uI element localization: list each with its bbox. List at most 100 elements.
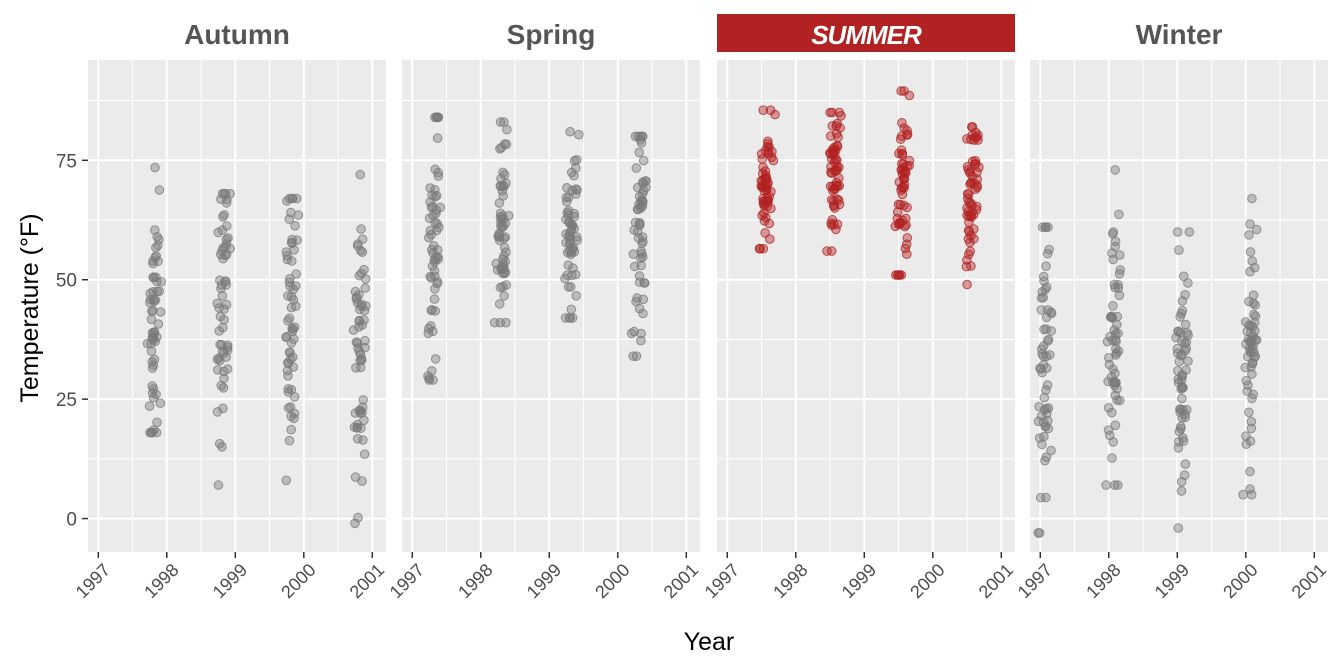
data-point	[1035, 492, 1046, 503]
data-point	[217, 291, 228, 301]
data-point	[221, 299, 232, 310]
data-point	[1179, 470, 1190, 481]
data-point	[289, 245, 299, 255]
data-point	[833, 132, 843, 143]
data-point	[360, 274, 371, 284]
data-point	[1245, 436, 1256, 446]
data-point	[153, 240, 163, 251]
data-point	[972, 182, 983, 193]
data-point	[499, 268, 510, 279]
data-point	[569, 170, 579, 181]
x-tick-label: 2001	[346, 560, 388, 602]
y-axis-title: Temperature (°F)	[16, 213, 44, 402]
data-point	[635, 253, 646, 264]
x-tick-label: 1999	[838, 560, 880, 602]
data-point	[144, 401, 155, 411]
data-point	[758, 105, 769, 115]
data-point	[1183, 330, 1193, 341]
data-point	[494, 198, 505, 208]
data-point	[827, 107, 838, 118]
data-point	[499, 139, 510, 149]
data-point	[499, 242, 510, 253]
data-point	[285, 402, 296, 412]
data-point	[972, 201, 982, 212]
data-point	[1033, 416, 1044, 427]
data-point	[967, 122, 978, 132]
data-point	[218, 383, 229, 393]
data-point	[1034, 401, 1044, 412]
data-point	[1108, 254, 1118, 265]
data-point	[1247, 369, 1257, 379]
data-point	[631, 163, 642, 173]
facet-panel-autumn: Autumn 1997 1998 1999 2000 2001 0 25 50 75	[56, 19, 388, 602]
data-point	[1108, 227, 1119, 237]
data-point	[1249, 352, 1259, 363]
data-point	[1110, 165, 1120, 175]
data-point	[567, 313, 578, 323]
data-point	[1038, 292, 1049, 303]
data-point	[354, 405, 365, 416]
data-point	[1112, 319, 1122, 330]
data-point	[639, 278, 650, 288]
data-point	[896, 270, 907, 280]
data-point	[1248, 389, 1258, 400]
data-point	[973, 130, 983, 140]
data-point	[146, 314, 157, 325]
data-point	[831, 224, 841, 235]
data-point	[433, 252, 443, 262]
data-point	[430, 284, 440, 294]
y-tick-label: 0	[66, 510, 77, 531]
data-point	[281, 475, 292, 486]
data-point	[965, 246, 976, 257]
data-point	[218, 403, 228, 414]
x-tick-label: 2001	[660, 560, 702, 602]
data-point	[283, 315, 293, 326]
data-point	[565, 313, 576, 323]
data-point	[1040, 284, 1050, 295]
data-point	[1249, 347, 1259, 358]
data-point	[1247, 358, 1258, 369]
data-point	[1115, 265, 1126, 275]
data-point	[1041, 385, 1051, 395]
data-point	[360, 342, 370, 353]
data-point	[358, 395, 369, 405]
data-point	[286, 424, 297, 435]
data-point	[566, 304, 577, 315]
data-point	[638, 155, 649, 166]
data-point	[899, 200, 909, 211]
data-point	[1180, 459, 1191, 469]
data-point	[359, 415, 369, 426]
data-point	[432, 278, 443, 289]
panel-background	[402, 60, 700, 552]
x-tick-label: 1999	[1151, 560, 1193, 602]
x-tick-label: 1999	[209, 560, 251, 602]
data-point	[637, 195, 648, 206]
data-point	[430, 257, 440, 267]
data-point	[212, 354, 223, 365]
data-point	[149, 329, 159, 340]
x-tick-label: 1998	[454, 560, 496, 602]
data-point	[763, 149, 774, 159]
data-point	[831, 121, 842, 131]
data-point	[430, 271, 440, 282]
data-point	[148, 256, 158, 266]
data-point	[893, 270, 904, 280]
data-point	[495, 208, 506, 219]
data-point	[1177, 393, 1187, 404]
data-point	[219, 210, 229, 220]
data-point	[831, 180, 842, 191]
strip-label: Autumn	[184, 19, 290, 50]
data-point	[1176, 384, 1186, 394]
data-point	[494, 299, 505, 309]
data-point	[499, 233, 509, 244]
x-tick-label: 2000	[591, 560, 633, 602]
data-point	[634, 147, 645, 158]
data-point	[1111, 377, 1121, 388]
data-point	[358, 435, 368, 445]
data-point	[1037, 222, 1048, 232]
data-point	[1184, 227, 1195, 237]
data-point	[426, 321, 436, 331]
x-axis-title: Year	[684, 628, 735, 656]
data-point	[765, 234, 775, 244]
data-point	[1247, 193, 1257, 204]
